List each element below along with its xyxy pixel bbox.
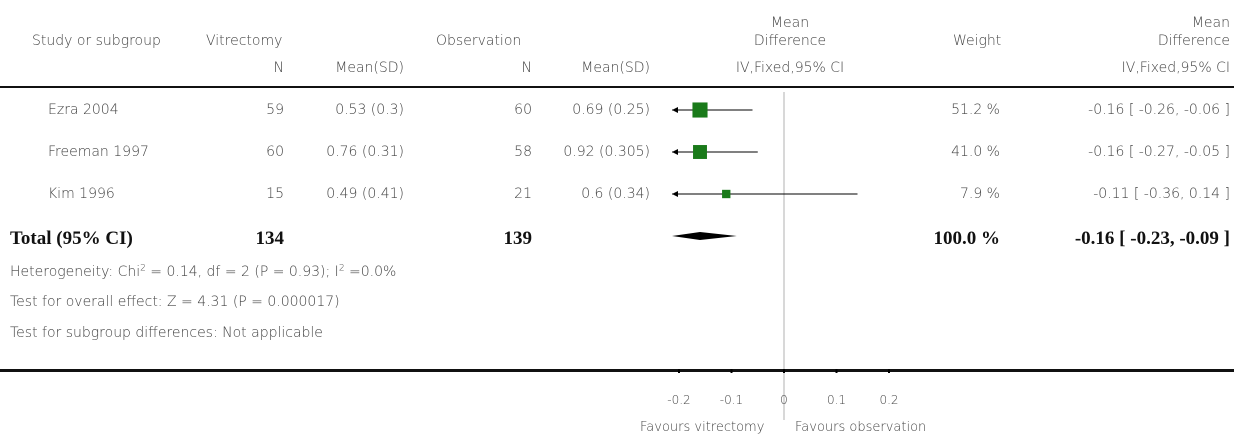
study-mean1: 0.53 (0.3)	[335, 102, 404, 118]
study-n1: 60	[266, 144, 284, 160]
superscript-2: 2	[140, 263, 146, 274]
col-header-method-col: IV,Fixed,95% CI	[1121, 60, 1230, 76]
bottom-divider	[0, 369, 1234, 372]
axis-tick-label: -0.2	[667, 393, 690, 407]
superscript-2: 2	[338, 263, 345, 274]
study-effect-square	[692, 102, 708, 118]
col-header-md-bottom: Difference	[753, 33, 827, 49]
study-mean2: 0.92 (0.305)	[563, 144, 650, 160]
col-header-mean2: Mean(SD)	[581, 60, 650, 76]
overall-effect-text: Test for overall effect: Z = 4.31 (P = 0…	[10, 294, 340, 310]
study-effect-square	[693, 145, 707, 159]
col-header-n1: N	[273, 60, 284, 76]
col-header-group1: Vitrectomy	[206, 33, 283, 49]
study-n1: 59	[266, 102, 284, 118]
heterogeneity-text: Heterogeneity: Chi2 = 0.14, df = 2 (P = …	[10, 263, 397, 280]
col-header-md2-top: Mean	[1191, 15, 1230, 31]
study-n1: 15	[266, 186, 284, 202]
study-name: Kim 1996	[48, 186, 115, 202]
study-ci-text: -0.16 [ -0.26, -0.06 ]	[1088, 102, 1230, 118]
study-mean1: 0.76 (0.31)	[326, 144, 404, 160]
study-mean2: 0.6 (0.34)	[581, 186, 650, 202]
ci-arrow-left	[672, 107, 678, 113]
total-ci-text: -0.16 [ -0.23, -0.09 ]	[1074, 228, 1230, 249]
study-n2: 60	[514, 102, 532, 118]
col-header-md-top: Mean	[770, 15, 810, 31]
study-weight: 7.9 %	[959, 186, 1000, 202]
favours-right-label: Favours observation	[795, 420, 927, 435]
total-label: Total (95% CI)	[10, 228, 133, 249]
study-n2: 58	[514, 144, 532, 160]
study-name: Ezra 2004	[48, 102, 119, 118]
study-mean2: 0.69 (0.25)	[572, 102, 650, 118]
axis-tick-label: -0.1	[720, 393, 743, 407]
study-weight: 51.2 %	[951, 102, 1000, 118]
axis-tick-label: 0	[780, 393, 788, 407]
col-header-method-plot: IV,Fixed,95% CI	[735, 60, 845, 76]
study-weight: 41.0 %	[951, 144, 1000, 160]
ci-arrow-left	[672, 191, 678, 197]
total-n1: 134	[255, 228, 285, 249]
header-divider	[0, 86, 1234, 88]
col-header-group2: Observation	[436, 33, 522, 49]
favours-left-label: Favours vitrectomy	[640, 420, 765, 435]
study-effect-square	[722, 189, 731, 199]
col-header-mean1: Mean(SD)	[335, 60, 404, 76]
col-header-md2-bottom: Difference	[1157, 33, 1230, 49]
axis-tick-label: 0.2	[879, 393, 898, 407]
subgroup-differences-text: Test for subgroup differences: Not appli…	[10, 325, 323, 341]
pooled-diamond	[672, 232, 737, 240]
col-header-weight: Weight	[953, 33, 1002, 49]
study-name: Freeman 1997	[48, 144, 149, 160]
study-mean1: 0.49 (0.41)	[326, 186, 404, 202]
axis-tick-label: 0.1	[827, 393, 846, 407]
total-n2: 139	[503, 228, 533, 249]
total-weight: 100.0 %	[933, 228, 1001, 249]
col-header-n2: N	[521, 60, 532, 76]
ci-arrow-left	[672, 149, 678, 155]
study-ci-text: -0.16 [ -0.27, -0.05 ]	[1088, 144, 1230, 160]
study-ci-text: -0.11 [ -0.36, 0.14 ]	[1093, 186, 1230, 202]
study-n2: 21	[514, 186, 532, 202]
col-header-study: Study or subgroup	[32, 33, 161, 49]
